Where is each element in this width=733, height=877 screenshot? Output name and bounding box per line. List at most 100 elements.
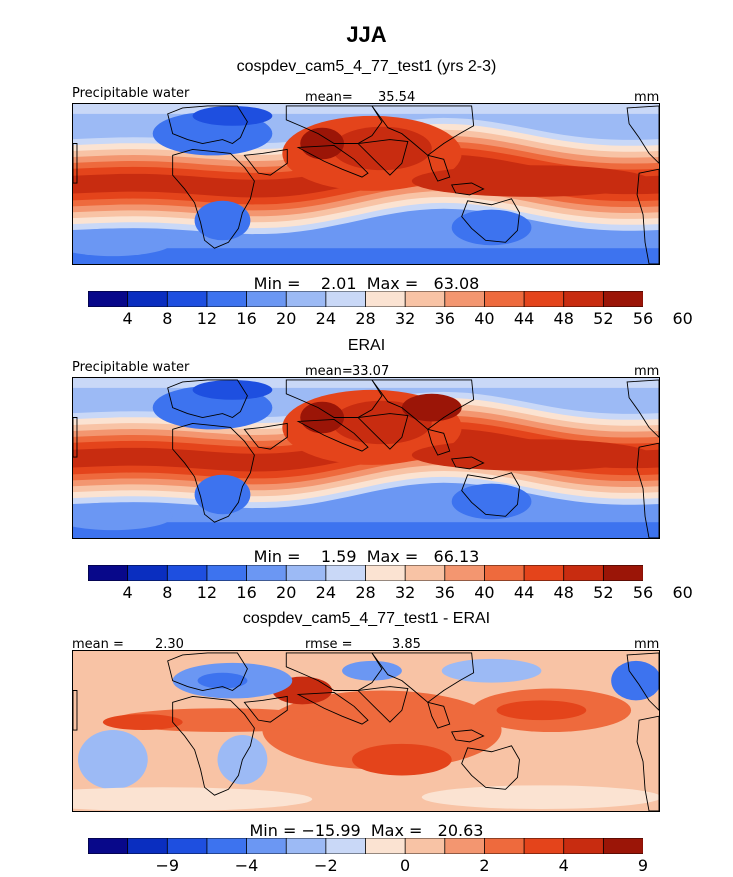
colorbar-box [246, 565, 287, 581]
colorbar-box [484, 838, 525, 854]
colorbar-box [166, 291, 208, 307]
figure-title: JJA [346, 22, 387, 47]
colorbar-tick-label: 32 [394, 583, 416, 602]
colorbar-box [523, 838, 565, 854]
panel1-minmax: Min = 2.01 Max = 63.08 [253, 274, 480, 293]
colorbar-tick-label: 32 [394, 309, 416, 328]
colorbar-tick-label: 48 [553, 309, 574, 328]
colorbar-box [563, 291, 605, 307]
colorbar-box [602, 291, 643, 307]
panel1-mean-label: mean= [305, 90, 353, 105]
colorbar-tick-label: −4 [234, 856, 259, 875]
colorbar-box [127, 291, 168, 307]
panel3-rmse-label: rmse = [305, 637, 353, 652]
panel2-title: ERAI [347, 337, 386, 354]
panel3-mean-label: mean = [72, 637, 124, 652]
colorbar-tick-label: 0 [400, 856, 411, 875]
colorbar-box [404, 565, 446, 581]
colorbar-tick-label: 44 [513, 309, 535, 328]
colorbar-box [88, 291, 129, 307]
colorbar-box [404, 838, 446, 854]
colorbar-tick-label: 20 [276, 583, 297, 602]
panel3-mean-value: 2.30 [155, 637, 184, 652]
colorbar-tick-label: 12 [196, 309, 218, 328]
colorbar-box [523, 565, 565, 581]
field-contours [73, 651, 659, 811]
colorbar-box [166, 838, 208, 854]
colorbar-tick-label: 8 [162, 309, 173, 328]
colorbar-box [166, 565, 208, 581]
colorbar-tick-label: 36 [434, 583, 455, 602]
colorbar-box [444, 565, 486, 581]
panel1-variable-label: Precipitable water [72, 86, 190, 101]
panel3-colorbar-labels: −9 −4 −2 0 2 4 9 [88, 856, 648, 875]
colorbar-tick-label: 40 [474, 583, 495, 602]
colorbar-box [444, 291, 486, 307]
colorbar-box [484, 565, 525, 581]
colorbar-tick-label: 12 [196, 583, 218, 602]
colorbar-box [246, 291, 287, 307]
panel2-mean-value: 33.07 [352, 364, 390, 379]
colorbar-box [325, 565, 367, 581]
panel1-mean-value: 35.54 [378, 90, 416, 105]
colorbar-tick-label: 28 [355, 583, 376, 602]
colorbar-tick-label: 2 [479, 856, 490, 875]
panel2-colorbar-labels: 4 8 12 16 20 24 28 32 36 40 44 48 52 56 60 [88, 583, 693, 602]
colorbar-box [444, 838, 486, 854]
colorbar-tick-label: −9 [155, 856, 180, 875]
panel3-rmse-value: 3.85 [392, 637, 421, 652]
colorbar-box [325, 838, 367, 854]
colorbar-box [602, 565, 643, 581]
colorbar-tick-label: 4 [122, 309, 133, 328]
colorbar-box [484, 291, 525, 307]
panel1-colorbar [88, 291, 643, 307]
colorbar-tick-label: 20 [276, 309, 297, 328]
colorbar-box [602, 838, 643, 854]
panel3-minmax: Min = −15.99 Max = 20.63 [249, 821, 484, 840]
colorbar-tick-label: 40 [474, 309, 495, 328]
colorbar-tick-label: 16 [236, 309, 257, 328]
colorbar-box [523, 291, 565, 307]
colorbar-box [365, 565, 406, 581]
colorbar-box [88, 838, 129, 854]
colorbar-box [325, 291, 367, 307]
panel2-units: mm [634, 364, 660, 379]
colorbar-tick-label: 48 [553, 583, 574, 602]
coastlines [73, 105, 659, 264]
colorbar-box [404, 291, 446, 307]
colorbar-box [285, 565, 327, 581]
colorbar-box [127, 565, 168, 581]
colorbar-tick-label: 36 [434, 309, 455, 328]
colorbar-tick-label: 52 [593, 309, 614, 328]
panel1-title: cospdev_cam5_4_77_test1 (yrs 2-3) [236, 58, 497, 75]
colorbar-box [563, 838, 605, 854]
colorbar-box [206, 565, 248, 581]
panel1-units: mm [634, 90, 660, 105]
panel2-mean-label: mean= [305, 364, 353, 379]
colorbar-tick-label: 9 [637, 856, 649, 875]
colorbar-tick-label: 28 [355, 309, 376, 328]
colorbar-box [285, 291, 327, 307]
colorbar-box [206, 291, 248, 307]
colorbar-box [206, 838, 248, 854]
panel3-colorbar [88, 838, 643, 854]
colorbar-tick-label: 44 [513, 583, 535, 602]
panel2-minmax: Min = 1.59 Max = 66.13 [253, 547, 480, 566]
panel2-variable-label: Precipitable water [72, 360, 190, 375]
colorbar-tick-label: 8 [162, 583, 173, 602]
panel3-title: cospdev_cam5_4_77_test1 - ERAI [242, 610, 491, 627]
panel3-map [72, 650, 660, 812]
panel2-colorbar [88, 565, 643, 581]
colorbar-tick-label: 24 [315, 583, 337, 602]
colorbar-box [285, 838, 327, 854]
colorbar-box [246, 838, 287, 854]
panel1-colorbar-labels: 4 8 12 16 20 24 28 32 36 40 44 48 52 56 60 [88, 309, 693, 328]
panel2-map [72, 377, 660, 539]
colorbar-tick-label: 60 [672, 583, 693, 602]
colorbar-tick-label: −2 [314, 856, 338, 875]
colorbar-box [127, 838, 168, 854]
panel1-map [72, 103, 660, 265]
colorbar-tick-label: 16 [236, 583, 257, 602]
field-contours [73, 378, 659, 538]
colorbar-tick-label: 4 [558, 856, 569, 875]
